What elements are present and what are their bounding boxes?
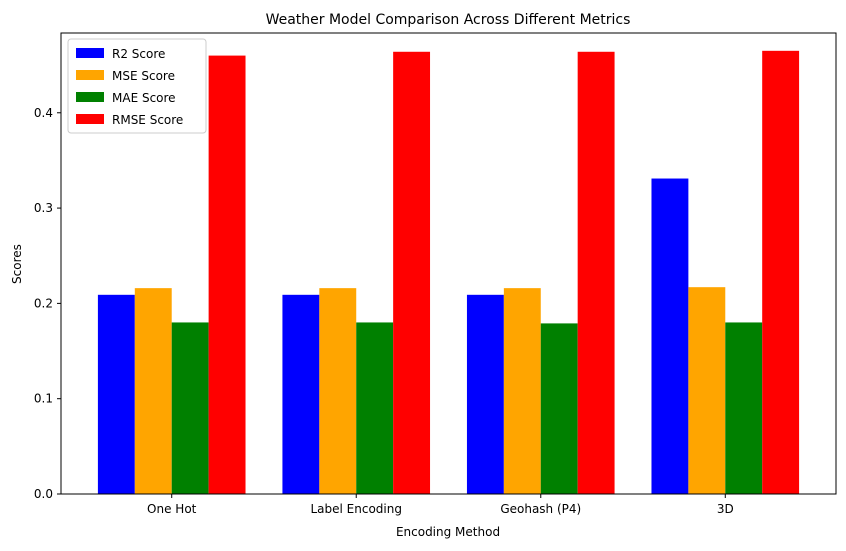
bar-mae-score-1 — [356, 322, 394, 494]
legend-frame — [67, 38, 207, 134]
legend-swatch-rmse-score — [76, 114, 104, 124]
legend-label: R2 Score — [112, 47, 165, 61]
bar-rmse-score-3 — [762, 50, 800, 494]
y-tick-label: 0.4 — [34, 106, 53, 120]
bar-mae-score-0 — [171, 322, 209, 494]
legend-label: MAE Score — [112, 91, 176, 105]
x-tick-label: 3D — [717, 502, 734, 516]
bar-mse-score-0 — [134, 288, 172, 494]
bar-mse-score-3 — [688, 287, 726, 494]
x-axis-label: Encoding Method — [396, 525, 500, 539]
x-tick-label: Geohash (P4) — [500, 502, 581, 516]
chart-title: Weather Model Comparison Across Differen… — [266, 12, 631, 28]
y-ticks-group: 0.0 0.1 0.2 0.3 0.4 — [34, 106, 61, 501]
y-tick-label: 0.2 — [34, 296, 53, 310]
bar-mse-score-1 — [319, 288, 357, 494]
bar-mae-score-2 — [540, 323, 578, 494]
plot-frame — [60, 32, 837, 495]
bar-mse-score-2 — [503, 288, 541, 494]
x-tick-label: Label Encoding — [310, 502, 402, 516]
legend-swatch-mae-score — [76, 92, 104, 102]
bar-r2-score-0 — [97, 294, 135, 494]
legend-swatch-r2-score — [76, 48, 104, 58]
legend-label: RMSE Score — [112, 113, 183, 127]
y-tick-label: 0.3 — [34, 201, 53, 215]
bar-rmse-score-2 — [577, 51, 615, 494]
x-tick-label: One Hot — [147, 502, 197, 516]
bar-r2-score-2 — [466, 294, 504, 494]
bar-mae-score-3 — [725, 322, 763, 494]
y-tick-label: 0.1 — [34, 392, 53, 406]
legend: R2 Score MSE Score MAE Score RMSE Score — [67, 38, 207, 134]
legend-label: MSE Score — [112, 69, 175, 83]
bar-rmse-score-1 — [393, 51, 431, 494]
y-tick-label: 0.0 — [34, 487, 53, 501]
x-ticks-group: One Hot Label Encoding Geohash (P4) 3D — [147, 494, 734, 516]
bar-r2-score-1 — [282, 294, 320, 494]
bar-rmse-score-0 — [208, 55, 246, 495]
bar-r2-score-3 — [651, 178, 689, 494]
legend-swatch-mse-score — [76, 70, 104, 80]
y-axis-label: Scores — [10, 244, 24, 284]
bars-group — [97, 50, 800, 495]
